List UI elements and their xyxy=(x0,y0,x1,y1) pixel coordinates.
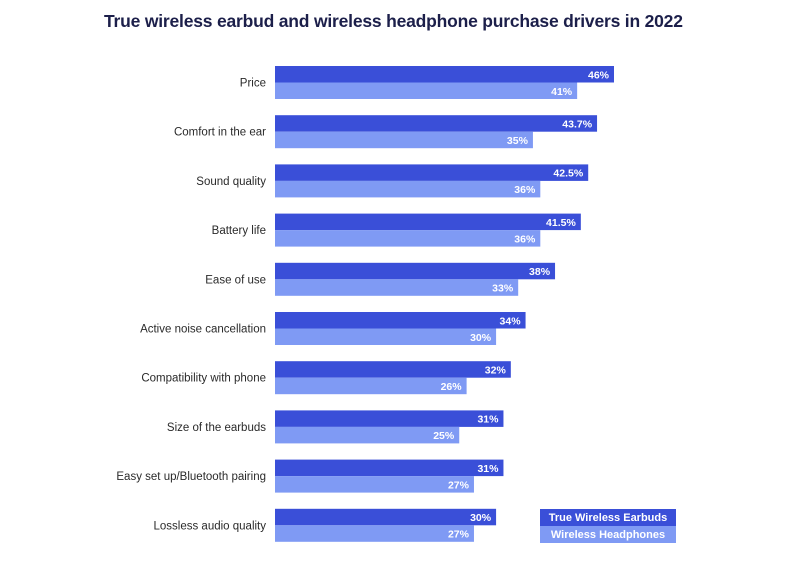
value-label-headphones-compatibility-with-phone: 26% xyxy=(441,381,463,393)
category-label-lossless-audio-quality: Lossless audio quality xyxy=(153,520,266,532)
legend-swatch-earbuds xyxy=(540,509,676,526)
value-label-headphones-lossless-audio-quality: 27% xyxy=(448,529,470,541)
legend-label-earbuds: True Wireless Earbuds xyxy=(549,512,668,524)
bar-headphones-comfort-in-the-ear xyxy=(275,131,533,149)
category-label-comfort-in-the-ear: Comfort in the ear xyxy=(174,127,266,139)
bar-earbuds-lossless-audio-quality xyxy=(275,508,497,526)
bar-headphones-lossless-audio-quality xyxy=(275,525,474,542)
category-label-size-of-the-earbuds: Size of the earbuds xyxy=(167,422,266,434)
bar-earbuds-compatibility-with-phone xyxy=(275,361,511,378)
value-label-earbuds-easy-set-up-bluetooth-pairing: 31% xyxy=(477,463,499,475)
chart-title: True wireless earbud and wireless headph… xyxy=(104,11,683,31)
legend-label-headphones: Wireless Headphones xyxy=(551,529,665,541)
category-label-easy-set-up-bluetooth-pairing: Easy set up/Bluetooth pairing xyxy=(116,471,266,483)
bar-earbuds-easy-set-up-bluetooth-pairing xyxy=(275,459,504,477)
value-label-headphones-active-noise-cancellation: 30% xyxy=(470,332,492,344)
bar-earbuds-comfort-in-the-ear xyxy=(275,115,598,132)
value-label-earbuds-price: 46% xyxy=(588,69,610,81)
bar-headphones-active-noise-cancellation xyxy=(275,328,497,345)
value-label-earbuds-comfort-in-the-ear: 43.7% xyxy=(562,118,592,130)
legend-swatch-headphones xyxy=(540,526,676,543)
value-label-headphones-ease-of-use: 33% xyxy=(492,283,514,295)
bar-earbuds-ease-of-use xyxy=(275,262,556,280)
category-label-compatibility-with-phone: Compatibility with phone xyxy=(141,373,266,385)
value-label-earbuds-lossless-audio-quality: 30% xyxy=(470,512,492,524)
value-label-earbuds-compatibility-with-phone: 32% xyxy=(485,364,507,376)
bar-headphones-battery-life xyxy=(275,230,541,247)
bar-earbuds-price xyxy=(275,66,614,83)
bar-headphones-ease-of-use xyxy=(275,279,519,296)
bar-headphones-size-of-the-earbuds xyxy=(275,426,460,444)
bar-earbuds-battery-life xyxy=(275,213,581,231)
bar-earbuds-active-noise-cancellation xyxy=(275,312,526,329)
value-label-headphones-sound-quality: 36% xyxy=(514,184,536,196)
category-label-price: Price xyxy=(240,78,266,90)
bar-headphones-sound-quality xyxy=(275,180,541,198)
value-label-headphones-size-of-the-earbuds: 25% xyxy=(433,430,455,442)
bar-headphones-price xyxy=(275,82,578,99)
category-label-ease-of-use: Ease of use xyxy=(205,274,266,286)
category-label-battery-life: Battery life xyxy=(212,225,266,237)
category-label-sound-quality: Sound quality xyxy=(196,176,266,188)
value-label-earbuds-active-noise-cancellation: 34% xyxy=(500,315,522,327)
bar-earbuds-sound-quality xyxy=(275,164,589,181)
value-label-earbuds-sound-quality: 42.5% xyxy=(553,168,583,180)
value-label-earbuds-size-of-the-earbuds: 31% xyxy=(477,414,499,426)
bar-headphones-easy-set-up-bluetooth-pairing xyxy=(275,476,474,493)
value-label-earbuds-ease-of-use: 38% xyxy=(529,266,551,278)
value-label-headphones-price: 41% xyxy=(551,86,573,98)
bar-headphones-compatibility-with-phone xyxy=(275,377,467,395)
value-label-headphones-easy-set-up-bluetooth-pairing: 27% xyxy=(448,479,470,491)
value-label-earbuds-battery-life: 41.5% xyxy=(546,217,576,229)
value-label-headphones-battery-life: 36% xyxy=(514,233,536,245)
bar-earbuds-size-of-the-earbuds xyxy=(275,410,504,427)
value-label-headphones-comfort-in-the-ear: 35% xyxy=(507,135,529,147)
category-label-active-noise-cancellation: Active noise cancellation xyxy=(140,324,266,336)
